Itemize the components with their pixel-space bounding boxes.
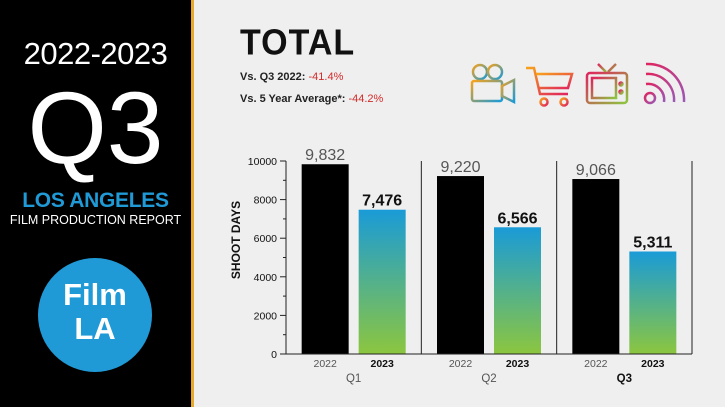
value-label-q2-2023: 6,566	[497, 210, 537, 227]
year-label: 2022	[584, 358, 608, 370]
bar-q3-2023	[629, 251, 677, 354]
year-label: 2023	[641, 358, 665, 370]
stat1-label: Vs. Q3 2022:	[240, 71, 306, 83]
report-city: LOS ANGELES	[22, 189, 169, 212]
value-label-q1-2022: 9,832	[305, 147, 345, 164]
y-tick-label: 8000	[254, 195, 278, 207]
shopping-cart-icon	[526, 66, 574, 107]
y-tick-label: 2000	[254, 310, 278, 322]
divider-bar	[191, 0, 194, 407]
quarter-label: Q1	[346, 373, 361, 385]
value-label-q1-2023: 7,476	[362, 193, 402, 210]
filmla-logo: Film LA	[38, 258, 152, 372]
bar-q2-2022	[437, 176, 484, 354]
year-label: 2022	[313, 358, 337, 370]
stat1-value: -41.4%	[308, 71, 344, 83]
y-tick-label: 6000	[254, 233, 278, 245]
broadcast-signal-icon	[643, 62, 686, 105]
quarter-label: Q3	[617, 373, 632, 385]
value-label-q2-2022: 9,220	[440, 159, 480, 176]
stat-vs-5yr-average: Vs. 5 Year Average*: -44.2%	[240, 93, 383, 105]
y-tick-label: 4000	[254, 272, 278, 284]
value-label-q3-2022: 9,066	[576, 162, 616, 179]
stat-vs-q3-2022: Vs. Q3 2022: -41.4%	[240, 71, 343, 83]
y-axis-label: SHOOT DAYS	[229, 201, 243, 279]
bar-q2-2023	[494, 227, 541, 354]
bar-q1-2023	[358, 209, 406, 354]
logo-text-la: LA	[74, 311, 116, 346]
logo-text-film: Film	[63, 277, 127, 312]
film-camera-icon	[470, 63, 516, 105]
report-subtitle: FILM PRODUCTION REPORT	[9, 213, 182, 227]
y-tick-label: 10000	[248, 156, 277, 168]
quarter-label: Q2	[481, 373, 496, 385]
stat2-value: -44.2%	[348, 93, 384, 105]
stat2-label: Vs. 5 Year Average*:	[240, 93, 346, 105]
left-panel: 2022-2023 Q3 LOS ANGELES FILM PRODUCTION…	[0, 0, 191, 407]
report-years: 2022-2023	[23, 36, 168, 71]
year-label: 2023	[506, 358, 530, 370]
y-tick-label: 0	[271, 349, 277, 361]
year-label: 2022	[449, 358, 473, 370]
bar-q1-2022	[301, 164, 349, 354]
television-icon	[585, 63, 629, 105]
report-quarter: Q3	[27, 71, 164, 185]
value-label-q3-2023: 5,311	[633, 234, 672, 251]
category-icons	[470, 62, 686, 107]
bar-q3-2022	[572, 179, 620, 354]
year-label: 2023	[370, 358, 394, 370]
chart-title: TOTAL	[240, 23, 356, 63]
